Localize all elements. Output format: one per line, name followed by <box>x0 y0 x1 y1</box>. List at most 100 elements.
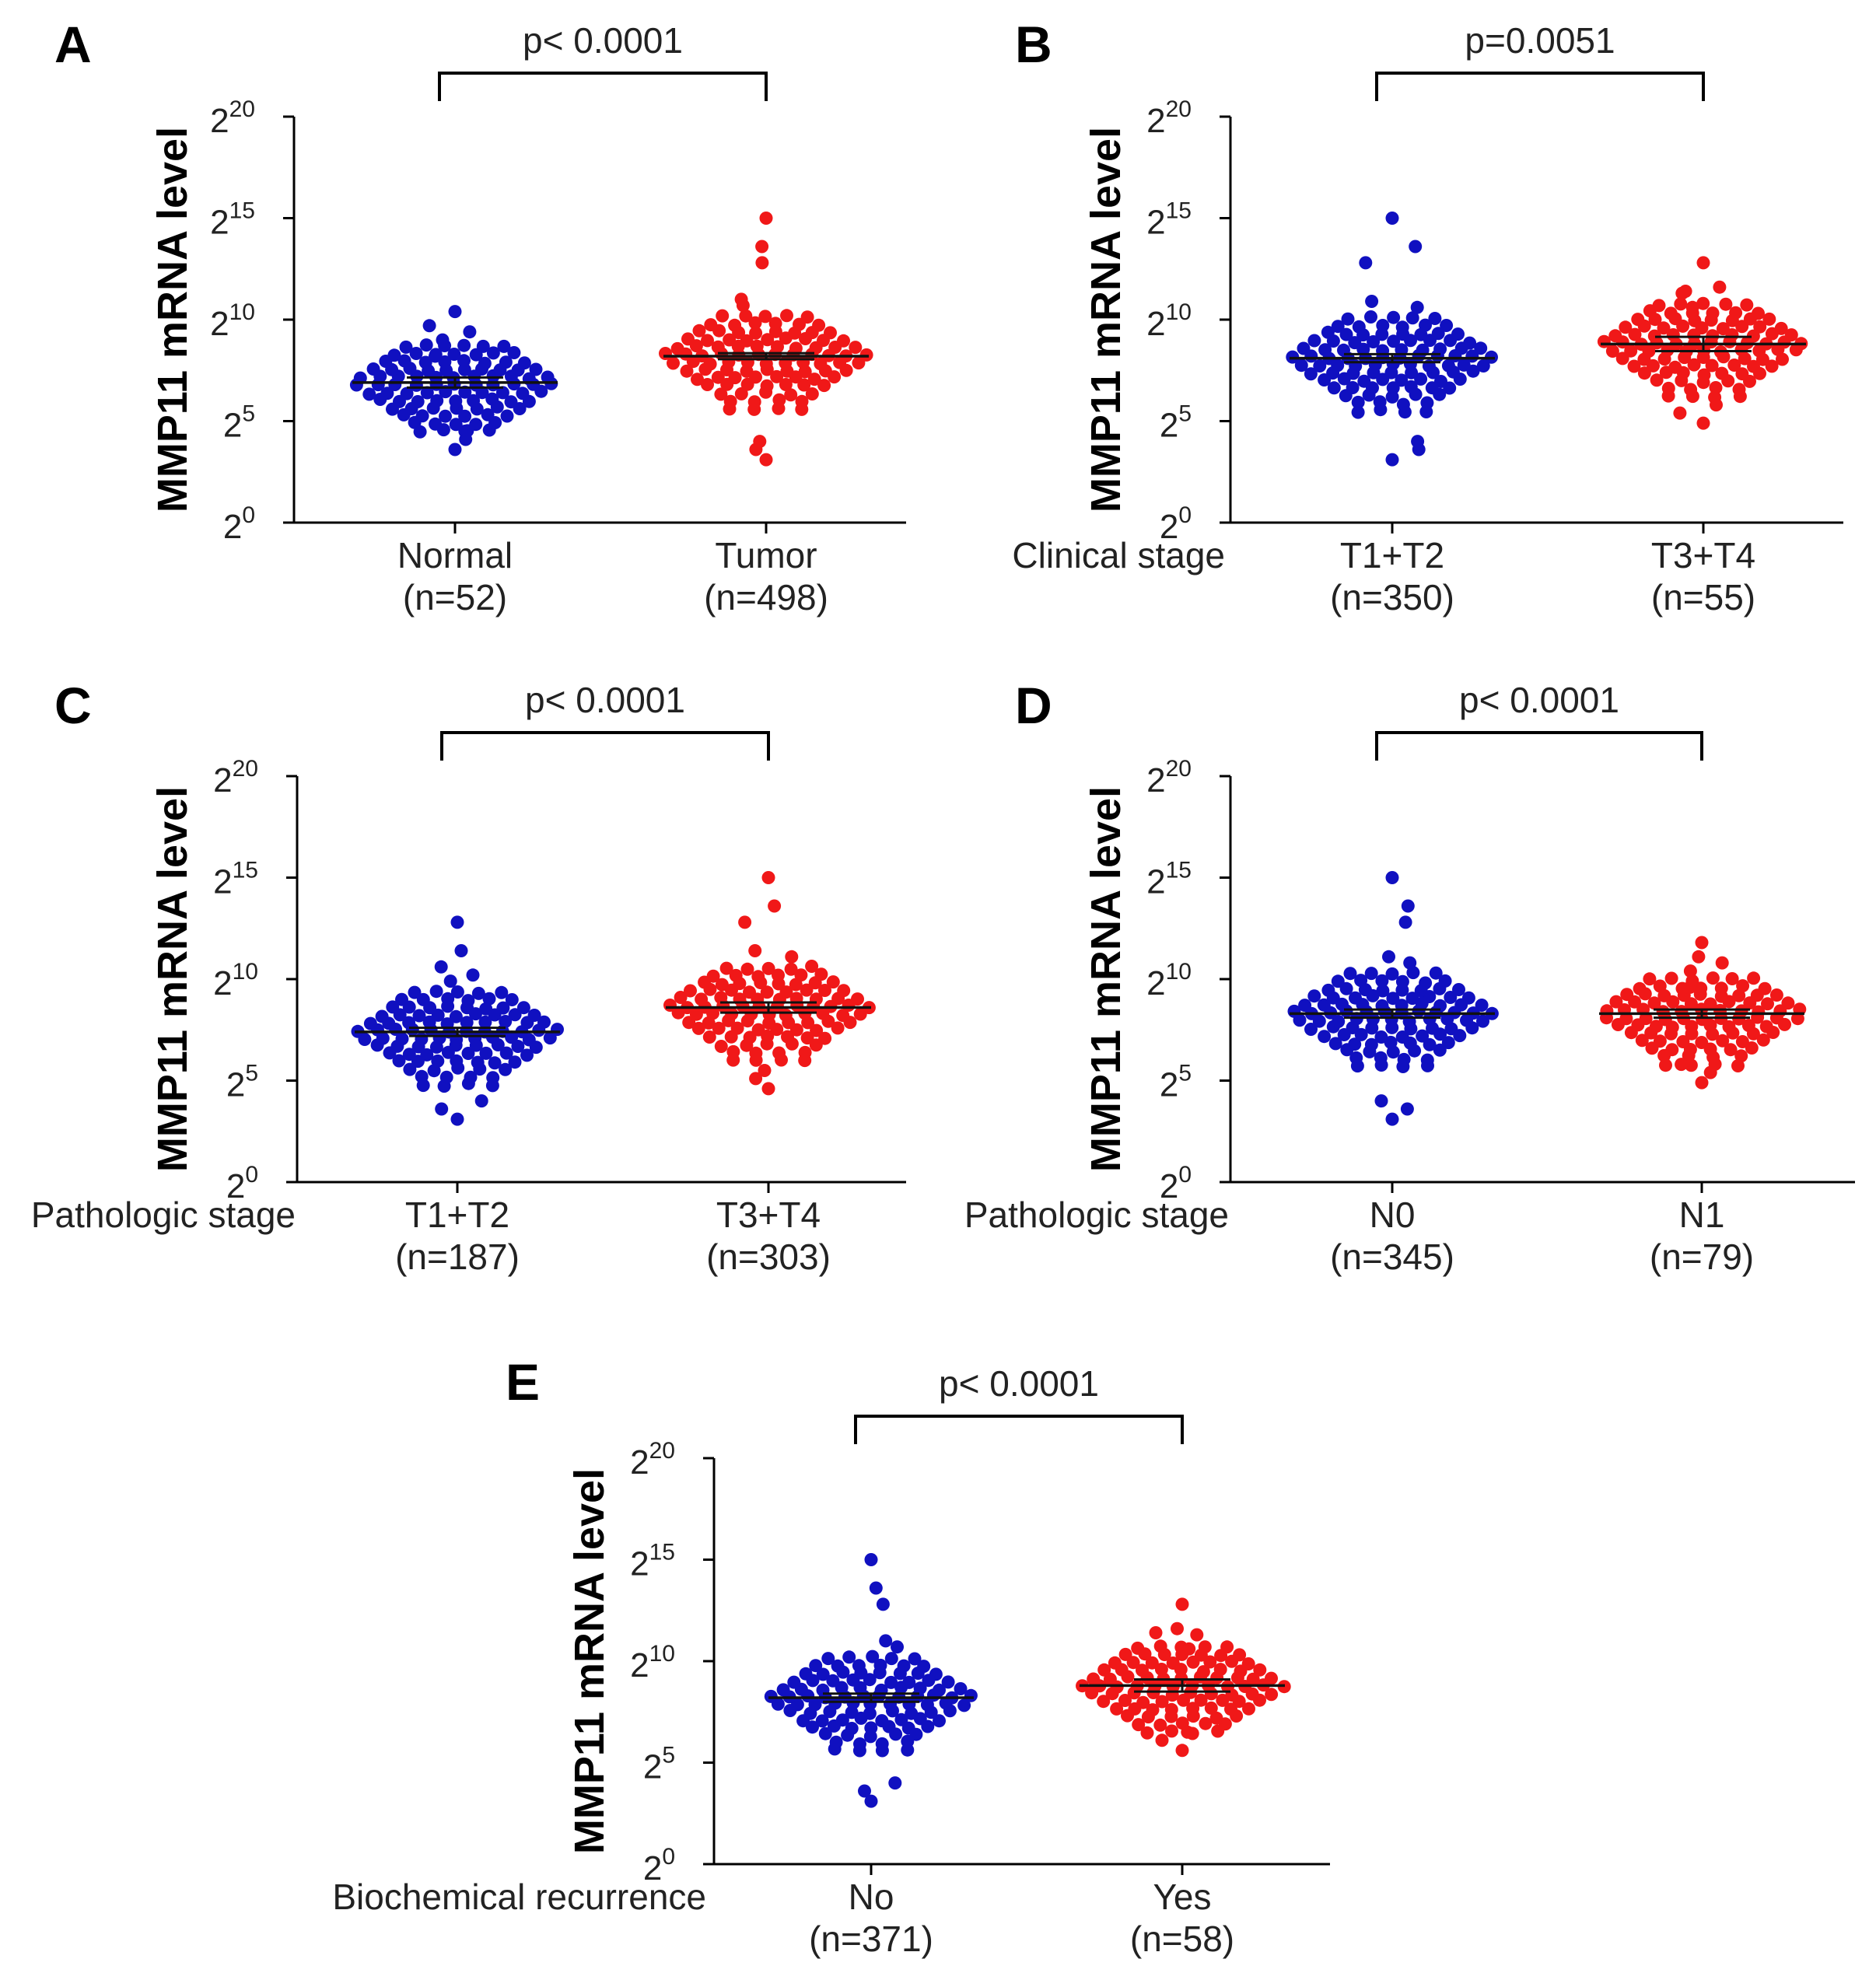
data-point <box>831 1021 845 1035</box>
category-label: N1 <box>1679 1195 1725 1235</box>
data-point <box>1398 915 1412 929</box>
data-point <box>1673 406 1687 420</box>
y-tick-label: 20 <box>1160 502 1192 546</box>
data-point <box>1145 1656 1159 1670</box>
data-point <box>1411 435 1425 449</box>
data-points-yes <box>1076 1597 1291 1758</box>
data-point <box>753 435 767 449</box>
data-point <box>1409 240 1423 254</box>
data-point <box>439 1070 453 1084</box>
data-point <box>1664 971 1678 985</box>
data-point <box>1213 1663 1227 1677</box>
data-point <box>1304 1023 1318 1036</box>
data-point <box>772 393 786 407</box>
y-tick-label: 25 <box>643 1743 675 1786</box>
data-point <box>1713 280 1727 294</box>
data-point <box>864 1794 878 1808</box>
data-point <box>1387 334 1401 348</box>
data-point <box>1352 320 1366 334</box>
data-point <box>1637 366 1651 380</box>
data-point <box>726 1044 740 1058</box>
data-point <box>1429 966 1443 980</box>
data-point <box>415 1032 429 1046</box>
category-n-label: (n=79) <box>1650 1237 1754 1277</box>
y-tick-label: 210 <box>630 1641 675 1684</box>
data-point <box>431 1054 445 1068</box>
data-point <box>933 1714 946 1728</box>
category-n-label: (n=58) <box>1130 1919 1234 1959</box>
data-point <box>1365 295 1379 308</box>
data-point <box>858 1784 871 1798</box>
data-point <box>1420 1053 1434 1067</box>
data-point <box>1753 320 1767 334</box>
data-points-tumor <box>659 212 873 467</box>
data-point <box>1153 1639 1167 1653</box>
data-point <box>755 256 769 270</box>
data-point <box>1097 1663 1111 1677</box>
data-point <box>1725 972 1739 985</box>
data-point <box>842 1650 856 1664</box>
data-point <box>1474 341 1488 355</box>
data-point <box>849 341 863 355</box>
data-point <box>748 316 762 330</box>
data-point <box>684 984 697 998</box>
data-point <box>1758 981 1772 995</box>
data-point <box>771 340 784 354</box>
data-point <box>366 362 380 376</box>
data-point <box>1307 334 1321 348</box>
data-point <box>738 915 752 929</box>
data-point <box>1774 321 1788 335</box>
data-point <box>740 334 754 348</box>
data-point <box>1781 996 1795 1010</box>
data-point <box>818 984 831 997</box>
data-point <box>751 1023 765 1037</box>
data-point <box>797 378 811 392</box>
data-point <box>884 1675 898 1689</box>
data-point <box>466 968 480 982</box>
data-point <box>1395 373 1409 387</box>
data-point <box>415 1069 429 1083</box>
data-point <box>1385 1112 1399 1126</box>
data-point <box>1664 306 1678 320</box>
data-point <box>1155 1695 1169 1709</box>
data-point <box>1346 381 1360 394</box>
significance-bracket <box>1375 731 1703 761</box>
category-n-label: (n=187) <box>395 1237 520 1277</box>
y-axis-label: MMP11 mRNA level <box>1083 127 1129 512</box>
data-point <box>1416 1029 1430 1043</box>
data-point <box>1397 1052 1411 1066</box>
panel-b: B MMP11 mRNA level 20 25 210 215 220 Clinical s… <box>1012 16 1843 617</box>
data-point <box>1649 1020 1663 1034</box>
data-point <box>1674 297 1688 311</box>
data-point <box>1108 1656 1122 1670</box>
data-point <box>1181 1725 1195 1739</box>
category-label: T1+T2 <box>1340 535 1444 575</box>
data-point <box>495 985 509 999</box>
data-point <box>750 339 764 353</box>
data-point <box>1463 336 1477 350</box>
data-point <box>1348 1037 1362 1051</box>
data-point <box>1605 345 1619 358</box>
data-point <box>392 1054 406 1068</box>
data-point <box>1186 1702 1200 1716</box>
data-point <box>1395 320 1409 334</box>
y-tick-label: 220 <box>213 756 258 799</box>
y-tick-label: 25 <box>226 1061 258 1104</box>
data-point <box>809 1659 823 1673</box>
data-point <box>1441 359 1455 373</box>
data-point <box>1182 1642 1196 1656</box>
data-point <box>1627 359 1641 373</box>
data-point <box>1769 988 1783 1002</box>
data-point <box>1224 1702 1237 1716</box>
data-point <box>1387 310 1401 324</box>
data-point <box>474 1094 488 1108</box>
data-point <box>1374 1030 1388 1044</box>
data-point <box>1373 395 1387 409</box>
data-point <box>1385 871 1399 884</box>
data-point <box>751 970 765 984</box>
y-tick-label: 220 <box>1146 756 1192 799</box>
panel-letter: C <box>54 677 92 734</box>
y-tick-label: 215 <box>630 1540 675 1583</box>
data-point <box>1364 310 1377 324</box>
data-point <box>1762 312 1776 326</box>
